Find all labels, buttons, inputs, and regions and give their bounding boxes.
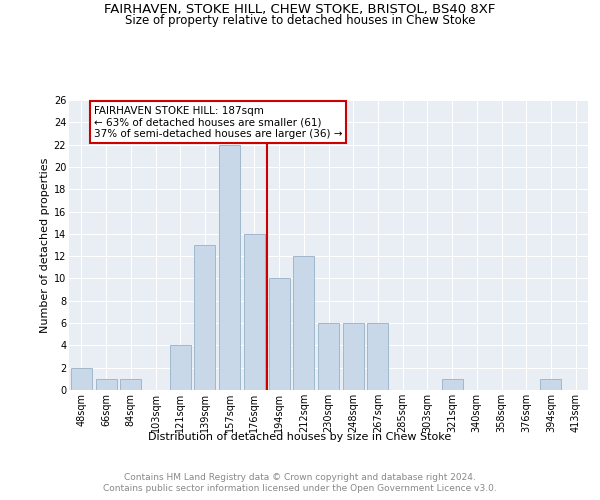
Bar [343, 323, 364, 390]
Bar [71, 368, 92, 390]
Bar [293, 256, 314, 390]
Bar [269, 278, 290, 390]
Text: Distribution of detached houses by size in Chew Stoke: Distribution of detached houses by size … [148, 432, 452, 442]
Bar [318, 323, 339, 390]
Bar [367, 323, 388, 390]
Text: FAIRHAVEN STOKE HILL: 187sqm
← 63% of detached houses are smaller (61)
37% of se: FAIRHAVEN STOKE HILL: 187sqm ← 63% of de… [94, 106, 342, 139]
Bar [120, 379, 141, 390]
Bar [170, 346, 191, 390]
Bar [95, 379, 116, 390]
Text: Contains HM Land Registry data © Crown copyright and database right 2024.: Contains HM Land Registry data © Crown c… [124, 472, 476, 482]
Bar [442, 379, 463, 390]
Text: FAIRHAVEN, STOKE HILL, CHEW STOKE, BRISTOL, BS40 8XF: FAIRHAVEN, STOKE HILL, CHEW STOKE, BRIST… [104, 2, 496, 16]
Text: Contains public sector information licensed under the Open Government Licence v3: Contains public sector information licen… [103, 484, 497, 493]
Bar [244, 234, 265, 390]
Bar [541, 379, 562, 390]
Bar [219, 144, 240, 390]
Bar [194, 245, 215, 390]
Text: Size of property relative to detached houses in Chew Stoke: Size of property relative to detached ho… [125, 14, 475, 27]
Y-axis label: Number of detached properties: Number of detached properties [40, 158, 50, 332]
